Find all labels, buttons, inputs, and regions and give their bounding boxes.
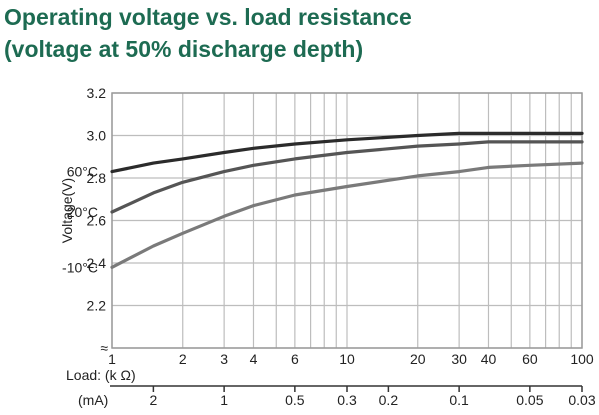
- x2-tick-label-4: 0.2: [379, 392, 399, 408]
- x-tick-label-9: 60: [522, 351, 538, 367]
- x-tick-label-3: 4: [250, 351, 258, 367]
- x-axis-label: Load: (k Ω): [66, 367, 136, 383]
- y-tick-label-3: 2.6: [87, 213, 107, 229]
- x2-tick-label-1: 1: [220, 392, 228, 408]
- plot-frame: [111, 92, 583, 349]
- x-tick-label-4: 6: [291, 351, 299, 367]
- y-axis-break-marker: ≈: [100, 340, 108, 356]
- x-tick-label-5: 10: [339, 351, 355, 367]
- x-tick-label-10: 100: [570, 351, 594, 367]
- y-tick-label-1: 3.0: [87, 128, 107, 144]
- y-tick-label-2: 2.8: [87, 170, 107, 186]
- x2-tick-label-3: 0.3: [337, 392, 357, 408]
- x2-tick-label-6: 0.05: [516, 392, 543, 408]
- chart-title-line1: Operating voltage vs. load resistance: [4, 4, 412, 30]
- x-tick-label-6: 20: [410, 351, 426, 367]
- x-tick-label-0: 1: [108, 351, 116, 367]
- x2-tick-label-0: 2: [149, 392, 157, 408]
- x-tick-label-7: 30: [451, 351, 467, 367]
- x2-tick-label-7: 0.03: [568, 392, 595, 408]
- x-tick-label-2: 3: [220, 351, 228, 367]
- series-line-0: [110, 131, 584, 174]
- series-label-0: 60°C: [67, 164, 98, 180]
- series-label-2: -10°C: [62, 259, 98, 275]
- x2-tick-label-2: 0.5: [285, 392, 305, 408]
- series-label-1: 20°C: [67, 204, 98, 220]
- series-line-2: [110, 161, 584, 269]
- x-tick-label-8: 40: [481, 351, 497, 367]
- y-axis-label: Voltage(V): [59, 178, 75, 243]
- x2-axis-label: (mA): [78, 392, 108, 408]
- y-tick-label-4: 2.4: [87, 255, 107, 271]
- x2-tick-label-5: 0.1: [449, 392, 469, 408]
- y-tick-label-5: 2.2: [87, 298, 107, 314]
- series-line-1: [110, 140, 584, 214]
- x-tick-label-1: 2: [179, 351, 187, 367]
- y-tick-label-0: 3.2: [87, 85, 107, 101]
- chart-title-line2: (voltage at 50% discharge depth): [4, 36, 364, 62]
